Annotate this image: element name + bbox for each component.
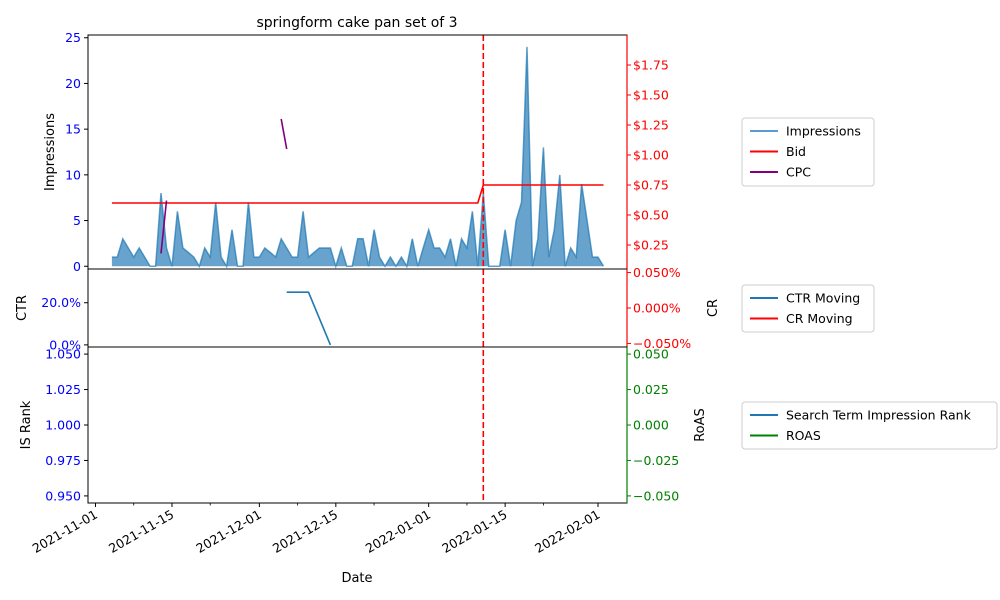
y2-tick-label-bot: −0.025 <box>633 453 679 468</box>
y-tick-label-top: 15 <box>65 122 81 137</box>
y-axis-label-top: Impressions <box>43 113 58 191</box>
y-tick-label-bot: 0.950 <box>45 488 81 503</box>
legend-label: CR Moving <box>786 311 853 326</box>
x-tick-label: 2021-12-15 <box>270 507 340 556</box>
panel-frame-mid <box>87 268 628 348</box>
chart-title: springform cake pan set of 3 <box>256 15 457 31</box>
y-tick-label-top: 20 <box>65 76 81 91</box>
y-tick-label-bot: 1.000 <box>45 418 81 433</box>
y2-axis-label-mid: CR <box>706 299 721 317</box>
y-tick-label-mid: 20.0% <box>41 295 81 310</box>
ctr-moving-line <box>286 291 332 346</box>
y2-tick-label-mid: 0.000% <box>633 301 681 316</box>
legend-label: ROAS <box>786 428 821 443</box>
x-tick-label: 2021-12-01 <box>193 507 263 556</box>
y-tick-label-bot: 0.975 <box>45 453 81 468</box>
y2-axis-label-bot: RoAS <box>693 408 708 442</box>
y-tick-label-top: 5 <box>73 213 81 228</box>
y2-tick-label-top: $1.50 <box>633 88 669 103</box>
y2-tick-label-top: $0.25 <box>633 238 669 253</box>
panel-frame-bot <box>87 346 628 504</box>
y-tick-label-top: 25 <box>65 30 81 45</box>
y2-tick-label-bot: 0.050 <box>633 347 669 362</box>
x-tick-label: 2022-01-15 <box>439 507 509 556</box>
y2-tick-label-bot: −0.050 <box>633 488 679 503</box>
x-tick-label: 2022-01-01 <box>363 507 433 556</box>
cpc-line-1 <box>160 200 168 254</box>
y-tick-label-bot: 1.050 <box>45 347 81 362</box>
legend-label: Search Term Impression Rank <box>786 408 972 423</box>
x-tick-label: 2022-02-01 <box>532 507 602 556</box>
y-tick-label-bot: 1.025 <box>45 382 81 397</box>
y2-tick-label-mid: −0.050% <box>633 336 691 351</box>
legend-label: CPC <box>786 165 811 180</box>
legend-label: Bid <box>786 144 806 159</box>
legend-label: Impressions <box>786 124 861 139</box>
legend-box-mid <box>741 284 875 333</box>
y-tick-label-top: 0 <box>73 259 81 274</box>
y-axis-label-bot: IS Rank <box>19 400 34 449</box>
impressions-line <box>111 46 605 269</box>
y2-tick-label-top: $1.00 <box>633 148 669 163</box>
x-tick-label: 2021-11-01 <box>30 507 100 556</box>
y-axis-label-mid: CTR <box>15 295 30 321</box>
legend-label: CTR Moving <box>786 291 860 306</box>
y2-tick-label-top: $1.75 <box>633 58 669 73</box>
impressions-area <box>111 46 604 267</box>
y2-tick-label-bot: 0.025 <box>633 382 669 397</box>
y2-tick-label-top: $0.75 <box>633 178 669 193</box>
y-tick-label-mid: 0.0% <box>49 337 81 352</box>
legend-box-top <box>741 117 875 187</box>
y-tick-label-top: 10 <box>65 167 81 182</box>
y2-tick-label-top: $0.50 <box>633 208 669 223</box>
y2-tick-label-bot: 0.000 <box>633 418 669 433</box>
legend-box-bot <box>741 401 998 450</box>
y2-tick-label-mid: 0.050% <box>633 265 681 280</box>
bid-line <box>111 184 604 204</box>
y2-tick-label-top: $1.25 <box>633 118 669 133</box>
x-tick-label: 2021-11-15 <box>106 507 176 556</box>
x-axis-label: Date <box>341 571 372 586</box>
cpc-line-2 <box>280 118 288 150</box>
